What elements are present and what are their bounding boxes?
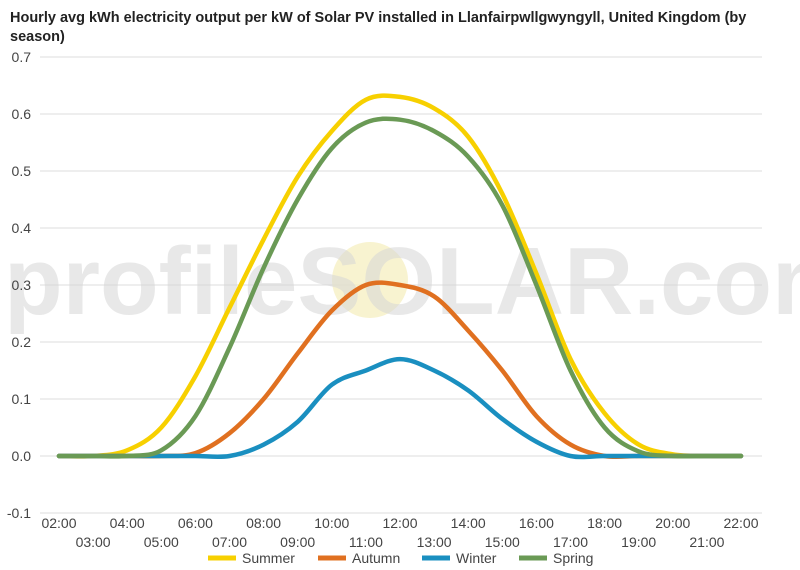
legend-label-winter: Winter bbox=[456, 550, 497, 566]
x-tick-label: 15:00 bbox=[485, 534, 520, 550]
watermark: profileSOLAR.com bbox=[4, 228, 800, 335]
y-axis-tick-labels: -0.1 0.0 0.1 0.2 0.3 0.4 0.5 0.6 0.7 bbox=[7, 49, 31, 521]
legend: Summer Autumn Winter Spring bbox=[208, 550, 593, 566]
series-line-winter bbox=[56, 356, 744, 460]
x-tick-label: 04:00 bbox=[110, 515, 145, 531]
legend-label-autumn: Autumn bbox=[352, 550, 400, 566]
x-tick-label: 11:00 bbox=[349, 534, 383, 550]
y-tick-label: 0.2 bbox=[12, 334, 32, 350]
y-tick-label: 0.5 bbox=[12, 163, 32, 179]
x-tick-label: 19:00 bbox=[621, 534, 656, 550]
x-tick-label: 09:00 bbox=[280, 534, 315, 550]
y-tick-label: 0.0 bbox=[12, 448, 32, 464]
x-tick-label: 17:00 bbox=[553, 534, 588, 550]
series-line-spring bbox=[56, 116, 744, 459]
x-tick-label: 18:00 bbox=[587, 515, 622, 531]
y-tick-label: 0.7 bbox=[12, 49, 32, 65]
x-tick-label: 16:00 bbox=[519, 515, 554, 531]
x-tick-label: 13:00 bbox=[417, 534, 452, 550]
x-tick-label: 05:00 bbox=[144, 534, 179, 550]
x-tick-label: 06:00 bbox=[178, 515, 213, 531]
x-tick-label: 07:00 bbox=[212, 534, 247, 550]
series-lines bbox=[56, 93, 744, 460]
x-tick-label: 03:00 bbox=[76, 534, 111, 550]
y-tick-label: 0.6 bbox=[12, 106, 32, 122]
x-tick-label: 12:00 bbox=[382, 515, 417, 531]
x-tick-label: 20:00 bbox=[655, 515, 690, 531]
legend-label-summer: Summer bbox=[242, 550, 295, 566]
watermark-text: profileSOLAR.com bbox=[4, 228, 800, 335]
x-tick-label: 10:00 bbox=[314, 515, 349, 531]
x-tick-label: 08:00 bbox=[246, 515, 281, 531]
watermark-sun-icon bbox=[332, 242, 408, 318]
x-tick-label: 22:00 bbox=[723, 515, 758, 531]
x-tick-label: 14:00 bbox=[451, 515, 486, 531]
x-tick-label: 02:00 bbox=[41, 515, 76, 531]
y-tick-label: 0.3 bbox=[12, 277, 32, 293]
y-tick-label: 0.4 bbox=[12, 220, 32, 236]
x-tick-label: 21:00 bbox=[689, 534, 724, 550]
chart-title: Hourly avg kWh electricity output per kW… bbox=[10, 10, 747, 45]
y-tick-label: 0.1 bbox=[12, 391, 32, 407]
series-line-summer bbox=[56, 93, 744, 459]
legend-label-spring: Spring bbox=[553, 550, 593, 566]
y-tick-label: -0.1 bbox=[7, 505, 31, 521]
